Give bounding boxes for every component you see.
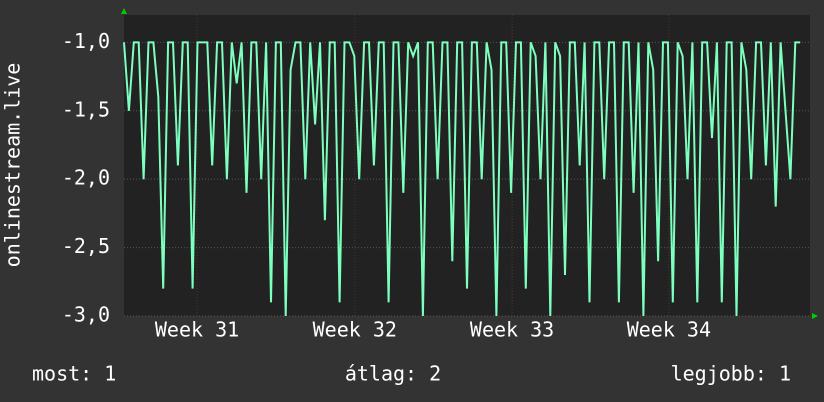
x-tick-label: Week 33 <box>470 318 554 342</box>
series-line <box>123 41 801 317</box>
y-tick-label: -1,0 <box>62 29 110 53</box>
axis-arrow <box>812 313 818 319</box>
stat-label: legjobb: 1 <box>671 362 791 386</box>
axis-arrow <box>121 8 127 14</box>
y-tick-label: -2,5 <box>62 234 110 258</box>
y-tick-label: -3,0 <box>62 303 110 327</box>
x-tick-label: Week 31 <box>155 318 239 342</box>
y-tick-label: -1,5 <box>62 97 110 121</box>
stat-label: átlag: 2 <box>345 362 441 386</box>
stat-label: most: 1 <box>32 362 116 386</box>
x-tick-label: Week 34 <box>627 318 711 342</box>
y-tick-label: -2,0 <box>62 166 110 190</box>
y-axis-label: onlinestream.live <box>1 63 25 268</box>
x-tick-label: Week 32 <box>313 318 397 342</box>
